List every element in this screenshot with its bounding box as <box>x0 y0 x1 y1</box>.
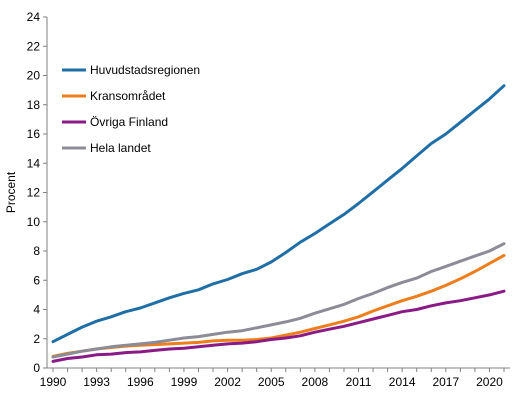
y-tick-label: 4 <box>33 303 40 317</box>
x-tick-label: 2002 <box>214 375 241 389</box>
y-tick-label: 16 <box>27 127 41 141</box>
x-tick-label: 1996 <box>127 375 154 389</box>
y-tick-label: 2 <box>33 332 40 346</box>
series-line-4 <box>51 242 506 359</box>
legend-label-1: Huvudstadsregionen <box>90 63 200 77</box>
x-tick-label: 2011 <box>346 375 372 389</box>
y-tick-label: 10 <box>27 215 41 229</box>
x-tick-label: 2014 <box>389 375 416 389</box>
y-tick-label: 8 <box>33 244 40 258</box>
legend-label-4: Hela landet <box>90 141 151 155</box>
x-tick-label: 2008 <box>302 375 329 389</box>
x-tick-label: 1999 <box>171 375 198 389</box>
series-line-3 <box>51 289 506 363</box>
x-tick-label: 2005 <box>258 375 285 389</box>
x-tick-label: 1990 <box>40 375 67 389</box>
y-tick-label: 6 <box>33 273 40 287</box>
y-axis-title: Procent <box>4 171 18 213</box>
series-lines <box>51 84 506 363</box>
legend: Huvudstadsregionen Kransområdet Övriga Fin… <box>62 63 200 155</box>
y-tick-label: 24 <box>27 10 41 24</box>
series-line-1 <box>51 84 506 344</box>
x-tick-label: 2017 <box>432 375 459 389</box>
y-tick-label: 18 <box>27 98 41 112</box>
x-axis-ticks: 1990 1993 1996 1999 2002 2005 2008 2011 2014 2017… <box>40 368 505 389</box>
y-tick-label: 22 <box>27 39 41 53</box>
y-tick-label: 14 <box>27 156 41 170</box>
y-tick-label: 0 <box>33 361 40 375</box>
legend-label-3: Övriga Finland <box>90 115 168 129</box>
x-tick-label: 2020 <box>476 375 503 389</box>
legend-label-2: Kransområdet <box>90 89 166 103</box>
y-tick-label: 20 <box>27 69 41 83</box>
x-tick-label: 1993 <box>83 375 110 389</box>
y-tick-label: 12 <box>27 186 41 200</box>
